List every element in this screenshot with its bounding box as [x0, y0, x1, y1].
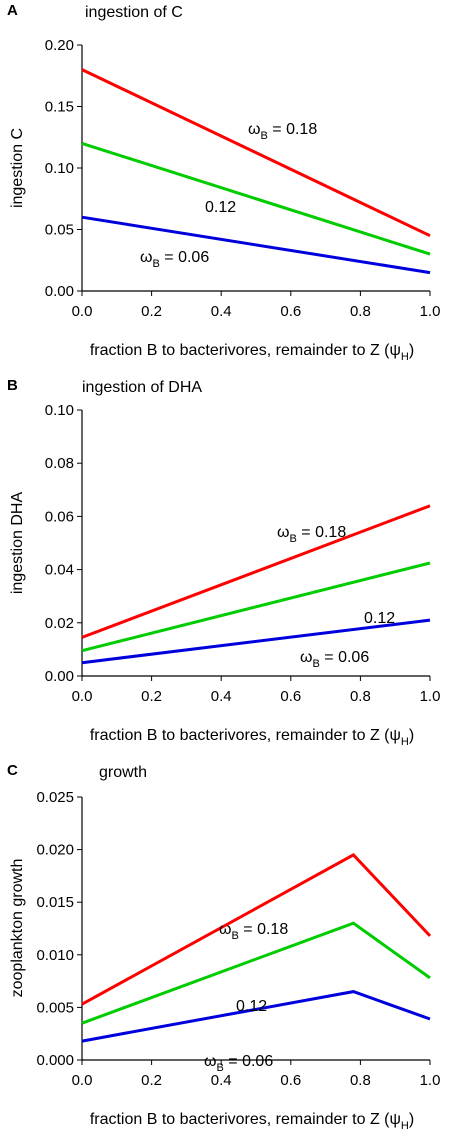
x-tick-label: 0.4 — [211, 688, 232, 705]
y-axis-label: ingestion C — [9, 128, 26, 208]
y-axis-label: zooplankton growth — [9, 859, 26, 998]
y-tick-label: 0.08 — [45, 455, 74, 472]
chart-title: ingestion of C — [85, 4, 183, 21]
x-tick-label: 0.0 — [72, 1072, 93, 1089]
y-tick-label: 0.04 — [45, 562, 74, 579]
y-tick-label: 0.020 — [36, 842, 74, 859]
y-tick-label: 0.000 — [36, 1052, 74, 1069]
panel-letter: A — [7, 2, 18, 19]
y-axis-label: ingestion DHA — [9, 492, 26, 595]
x-tick-label: 0.2 — [141, 303, 162, 320]
y-tick-label: 0.15 — [45, 99, 74, 116]
y-tick-label: 0.05 — [45, 222, 74, 239]
x-tick-label: 0.0 — [72, 688, 93, 705]
y-tick-label: 0.06 — [45, 508, 74, 525]
series-line — [81, 141, 431, 256]
y-tick-label: 0.10 — [45, 160, 74, 177]
y-tick-label: 0.00 — [45, 668, 74, 685]
panel-letter: B — [7, 377, 18, 394]
y-tick-label: 0.10 — [45, 402, 74, 419]
y-tick-label: 0.010 — [36, 947, 74, 964]
y-tick-label: 0.00 — [45, 283, 74, 300]
series-annotation: ωB = 0.06 — [140, 249, 209, 270]
y-tick-label: 0.005 — [36, 999, 74, 1016]
x-tick-label: 0.4 — [211, 1072, 232, 1089]
series-line — [81, 561, 431, 653]
x-tick-label: 0.6 — [280, 1072, 301, 1089]
x-tick-label: 0.4 — [211, 303, 232, 320]
x-tick-label: 1.0 — [420, 688, 441, 705]
x-tick-label: 0.8 — [350, 688, 371, 705]
x-axis-label: fraction B to bacterivores, remainder to… — [90, 342, 414, 363]
series-line — [81, 618, 431, 665]
x-tick-label: 1.0 — [420, 1072, 441, 1089]
y-tick-label: 0.20 — [45, 37, 74, 54]
y-tick-label: 0.025 — [36, 789, 74, 806]
x-tick-label: 0.6 — [280, 303, 301, 320]
x-tick-label: 0.8 — [350, 1072, 371, 1089]
series-annotation: 0.12 — [236, 998, 267, 1015]
x-axis-label: fraction B to bacterivores, remainder to… — [90, 1111, 414, 1132]
series-line — [81, 504, 431, 639]
x-tick-label: 0.2 — [141, 688, 162, 705]
chart-title: ingestion of DHA — [82, 379, 202, 396]
y-tick-label: 0.015 — [36, 894, 74, 911]
panel-letter: C — [7, 762, 18, 779]
series-line — [81, 990, 431, 1043]
series-line — [81, 68, 431, 238]
series-line — [81, 921, 431, 1025]
y-tick-label: 0.02 — [45, 615, 74, 632]
chart-title: growth — [99, 764, 147, 781]
series-annotation: 0.12 — [205, 199, 236, 216]
x-tick-label: 0.2 — [141, 1072, 162, 1089]
x-tick-label: 0.6 — [280, 688, 301, 705]
series-annotation: ωB = 0.18 — [248, 121, 317, 142]
x-tick-label: 0.8 — [350, 303, 371, 320]
x-tick-label: 0.0 — [72, 303, 93, 320]
series-line — [81, 215, 431, 275]
series-annotation: 0.12 — [364, 610, 395, 627]
series-annotation: ωB = 0.18 — [277, 524, 346, 545]
series-annotation: ωB = 0.06 — [300, 649, 369, 670]
x-axis-label: fraction B to bacterivores, remainder to… — [90, 727, 414, 748]
series-annotation: ωB = 0.06 — [204, 1053, 273, 1074]
series-line — [81, 853, 432, 1006]
x-tick-label: 1.0 — [420, 303, 441, 320]
series-annotation: ωB = 0.18 — [219, 921, 288, 942]
